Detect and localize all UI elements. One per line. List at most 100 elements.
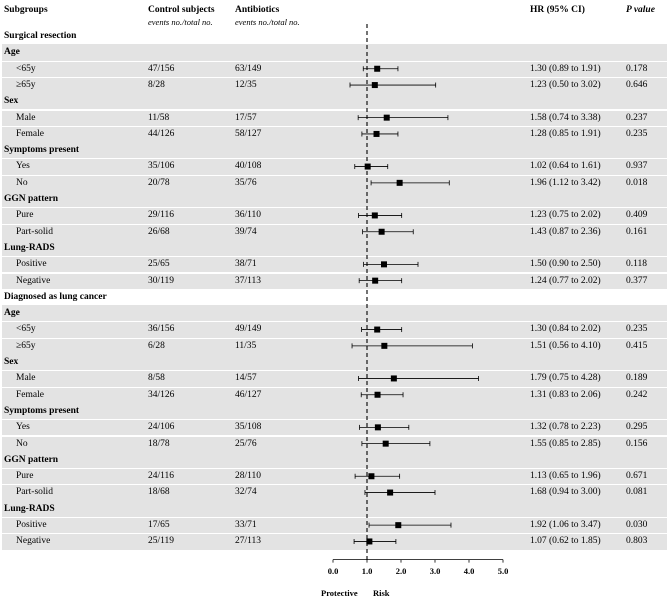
control-events: 47/156 — [148, 63, 175, 74]
p-value: 0.237 — [626, 112, 648, 123]
row-divider — [2, 125, 667, 127]
p-value: 0.937 — [626, 161, 648, 172]
hr-ci-text: 1.55 (0.85 to 2.85) — [530, 438, 601, 449]
p-value: 0.235 — [626, 324, 648, 335]
antibiotics-events: 63/149 — [235, 63, 262, 74]
hr-ci-text: 1.13 (0.65 to 1.96) — [530, 471, 601, 482]
hr-ci-text: 1.43 (0.87 to 2.36) — [530, 226, 601, 237]
hr-ci-text: 1.23 (0.75 to 2.02) — [530, 210, 601, 221]
row-label: Yes — [16, 161, 30, 172]
antibiotics-events: 12/35 — [235, 79, 257, 90]
hr-point — [381, 261, 387, 268]
header-control: Control subjects — [148, 5, 215, 15]
table-row — [2, 223, 667, 240]
row-label: Male — [16, 112, 36, 123]
hr-ci-text: 1.28 (0.85 to 1.91) — [530, 128, 601, 139]
row-divider — [2, 158, 667, 160]
row-label: Female — [16, 389, 44, 400]
control-events: 35/106 — [148, 161, 175, 172]
control-events: 8/28 — [148, 79, 165, 90]
hr-ci-text: 1.24 (0.77 to 2.02) — [530, 275, 601, 286]
row-label: No — [16, 438, 28, 449]
p-value: 0.409 — [626, 210, 648, 221]
antibiotics-events: 58/127 — [235, 128, 262, 139]
subgroup-header-band — [2, 191, 667, 208]
hr-point — [364, 163, 371, 170]
subgroup-header: Sex — [4, 96, 19, 107]
p-value: 0.189 — [626, 373, 648, 384]
row-label: <65y — [16, 63, 36, 74]
p-value: 0.018 — [626, 177, 648, 188]
table-row — [2, 517, 667, 534]
header-antibiotics: Antibiotics — [235, 5, 280, 15]
table-row — [2, 419, 667, 436]
p-value: 0.646 — [626, 79, 648, 90]
hr-point — [371, 212, 378, 219]
antibiotics-events: 25/76 — [235, 438, 257, 449]
control-events: 30/119 — [148, 275, 175, 286]
hr-ci-text: 1.51 (0.56 to 4.10) — [530, 340, 601, 351]
hr-point — [390, 375, 397, 382]
subgroup-header: Age — [4, 47, 20, 58]
hr-ci-text: 1.68 (0.94 to 3.00) — [530, 487, 601, 498]
row-divider — [2, 76, 667, 78]
row-label: Pure — [16, 210, 34, 221]
subgroup-header: Age — [4, 308, 20, 319]
section-title: Diagnosed as lung cancer — [4, 291, 107, 302]
control-events: 25/65 — [148, 259, 170, 270]
antibiotics-events: 17/57 — [235, 112, 257, 123]
table-row — [2, 321, 667, 338]
hr-ci-text: 1.30 (0.84 to 2.02) — [530, 324, 601, 335]
protective-label: Protective — [321, 587, 358, 598]
row-divider — [2, 109, 667, 111]
hr-ci-text: 1.92 (1.06 to 3.47) — [530, 520, 601, 530]
p-value: 0.118 — [626, 259, 648, 270]
table-row — [2, 109, 667, 126]
hr-ci-text: 1.30 (0.89 to 1.91) — [530, 63, 601, 74]
row-label: <65y — [16, 324, 36, 335]
p-value: 0.295 — [626, 422, 648, 433]
header-hr: HR (95% CI) — [530, 5, 585, 15]
table-row — [2, 484, 667, 501]
table-row — [2, 76, 667, 94]
hr-point — [381, 342, 388, 349]
hr-point — [366, 538, 373, 545]
antibiotics-events: 11/35 — [235, 340, 257, 351]
antibiotics-events: 27/113 — [235, 536, 262, 547]
row-divider — [2, 370, 667, 372]
row-divider — [2, 484, 667, 486]
antibiotics-events: 35/108 — [235, 422, 262, 433]
subgroup-header: Symptoms present — [4, 145, 80, 156]
antibiotics-events: 33/71 — [235, 520, 257, 530]
hr-point — [374, 326, 381, 333]
antibiotics-events: 36/110 — [235, 210, 262, 221]
row-divider — [2, 174, 667, 176]
antibiotics-events: 46/127 — [235, 389, 262, 400]
hr-ci-text: 1.96 (1.12 to 3.42) — [530, 177, 601, 188]
row-divider — [2, 337, 667, 339]
control-events: 25/119 — [148, 536, 175, 547]
antibiotics-events: 38/71 — [235, 259, 257, 270]
p-value: 0.081 — [626, 487, 648, 498]
row-divider — [2, 419, 667, 421]
subgroup-header-band — [2, 93, 667, 110]
header-control-sub: events no./total no. — [148, 17, 213, 27]
p-value: 0.156 — [626, 438, 648, 449]
subgroup-header: GGN pattern — [4, 454, 59, 465]
subgroup-header: Sex — [4, 357, 19, 367]
row-divider — [2, 60, 667, 62]
hr-point — [378, 228, 385, 235]
control-events: 18/68 — [148, 487, 170, 498]
control-events: 20/78 — [148, 177, 170, 188]
table-row — [2, 256, 667, 273]
header-subgroups: Subgroups — [4, 5, 48, 15]
control-events: 6/28 — [148, 340, 165, 351]
control-events: 11/58 — [148, 112, 170, 123]
table-row — [2, 337, 667, 354]
row-label: No — [16, 177, 28, 188]
p-value: 0.161 — [626, 226, 648, 237]
antibiotics-events: 14/57 — [235, 373, 257, 384]
row-divider — [2, 207, 667, 209]
row-label: ≥65y — [16, 79, 36, 90]
antibiotics-events: 28/110 — [235, 471, 262, 482]
